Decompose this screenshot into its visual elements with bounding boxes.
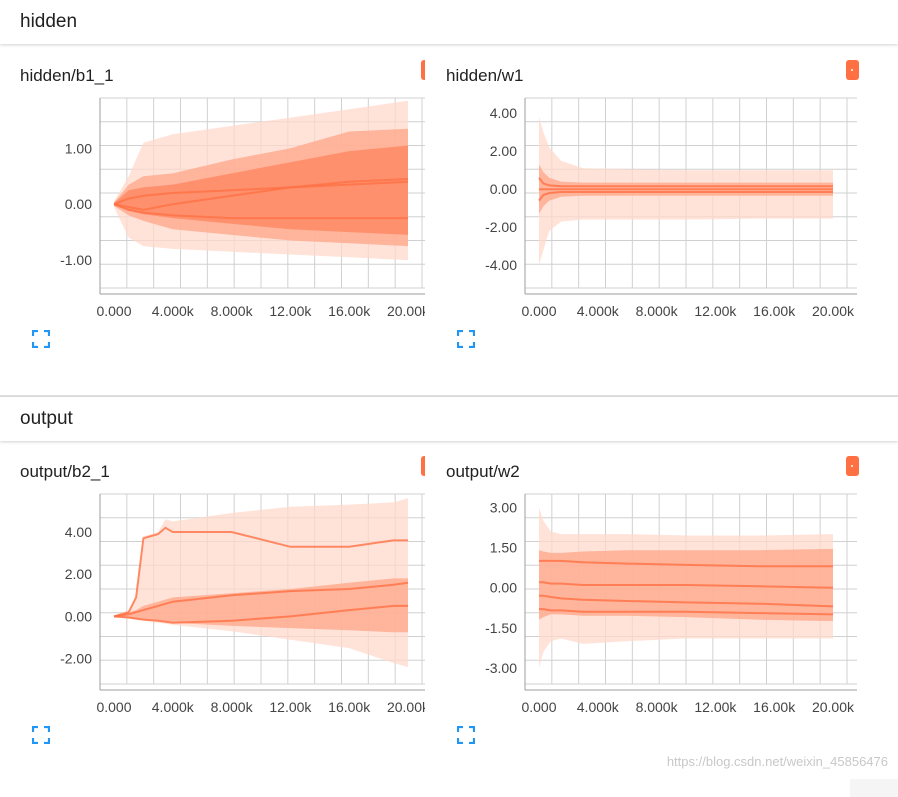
chart-card: output/w2 3.00 1.50 0.00 -1.50 -3.00 0.000 4.0… (425, 452, 859, 797)
x-tick-label: 0.000 (96, 303, 131, 318)
x-tick-label: 16.00k (753, 699, 796, 714)
distribution-band (114, 145, 408, 235)
y-tick-label: 1.00 (65, 140, 92, 156)
chart-plot: 4.00 2.00 0.00 -2.00 0.000 4.000k 8.000k 12.00k… (60, 493, 432, 714)
section-divider (0, 395, 898, 397)
series-line (539, 581, 834, 589)
x-tick-label: 16.00k (328, 699, 371, 714)
x-tick-label: 4.000k (577, 699, 620, 714)
chart-title: hidden/b1_1 (20, 66, 114, 85)
series-line (113, 526, 408, 618)
x-tick-label: 12.00k (269, 303, 312, 318)
y-tick-label: 0.00 (65, 608, 92, 624)
fullscreen-icon[interactable] (457, 726, 475, 744)
section-title: hidden (20, 11, 78, 32)
series-line (113, 203, 408, 220)
x-tick-label: 8.000k (636, 303, 679, 318)
chart-card: hidden/w1 4.00 2.00 0.00 -2.00 -4.00 0.000 4.0… (425, 56, 859, 401)
chart-plot: 3.00 1.50 0.00 -1.50 -3.00 0.000 4.000k 8.000k 1… (485, 493, 857, 714)
card-menu-button[interactable] (846, 60, 859, 80)
x-tick-label: 20.00k (387, 303, 430, 318)
series-line (539, 608, 834, 616)
y-tick-label: 0.00 (65, 196, 92, 212)
x-tick-label: 12.00k (694, 303, 737, 318)
chart-title: hidden/w1 (446, 66, 524, 85)
x-tick-label: 8.000k (211, 699, 254, 714)
y-tick-label: 1.50 (490, 540, 517, 556)
y-tick-label: 2.00 (65, 566, 92, 582)
x-tick-label: 0.000 (96, 699, 131, 714)
section-output: output output/b2_1 4.00 2.00 0.00 -2.00 0.00… (0, 397, 898, 797)
series-line (538, 177, 833, 188)
y-tick-label: -1.00 (60, 252, 92, 268)
series-line (538, 191, 833, 202)
series-line (539, 559, 833, 568)
series-line (113, 178, 409, 211)
y-tick-label: 4.00 (65, 524, 92, 540)
chart-title: output/w2 (446, 462, 520, 481)
x-tick-label: 4.000k (577, 303, 620, 318)
fullscreen-icon[interactable] (32, 330, 50, 348)
fullscreen-icon[interactable] (32, 726, 50, 744)
chart-card: output/b2_1 4.00 2.00 0.00 -2.00 0.000 4.000k… (0, 452, 434, 797)
y-tick-label: -3.00 (485, 660, 517, 676)
y-tick-label: 0.00 (490, 580, 517, 596)
y-tick-label: -4.00 (485, 257, 517, 273)
x-tick-label: 20.00k (812, 303, 855, 318)
series-line (113, 604, 408, 624)
y-tick-label: 0.00 (490, 181, 517, 197)
section-header[interactable]: hidden (0, 0, 898, 44)
x-tick-label: 0.000 (521, 699, 556, 714)
x-tick-label: 16.00k (328, 303, 371, 318)
y-tick-label: -2.00 (60, 651, 92, 667)
x-tick-label: 20.00k (812, 699, 855, 714)
x-tick-label: 4.000k (152, 303, 195, 318)
x-tick-label: 8.000k (211, 303, 254, 318)
x-tick-label: 8.000k (636, 699, 679, 714)
x-tick-label: 20.00k (387, 699, 430, 714)
section-title: output (20, 408, 73, 429)
y-tick-label: 3.00 (490, 499, 517, 515)
series-line (113, 180, 409, 206)
fullscreen-icon[interactable] (457, 330, 475, 348)
distribution-band (114, 578, 408, 633)
chart-plot: 4.00 2.00 0.00 -2.00 -4.00 0.000 4.000k 8.000k 1… (485, 97, 857, 318)
x-tick-label: 12.00k (269, 699, 312, 714)
x-tick-label: 4.000k (152, 699, 195, 714)
series-line (113, 581, 409, 618)
card-menu-button[interactable] (846, 456, 859, 476)
chart-title: output/b2_1 (20, 462, 110, 481)
section-hidden: hidden hidden/b1_1 1.00 0.00 -1.00 0.000 4.0… (0, 0, 898, 401)
series-line (539, 594, 834, 608)
x-tick-label: 12.00k (694, 699, 737, 714)
watermark-text: https://blog.csdn.net/weixin_45856476 (666, 754, 888, 769)
section-header[interactable]: output (0, 397, 898, 441)
y-tick-label: -1.50 (485, 620, 517, 636)
x-tick-label: 16.00k (753, 303, 796, 318)
chart-plot: 1.00 0.00 -1.00 0.000 4.000k 8.000k 12.00k 16.0… (60, 97, 432, 318)
y-tick-label: -2.00 (485, 219, 517, 235)
chart-card: hidden/b1_1 1.00 0.00 -1.00 0.000 4.000k 8.00… (0, 56, 434, 401)
x-tick-label: 0.000 (521, 303, 556, 318)
y-tick-label: 4.00 (490, 105, 517, 121)
y-tick-label: 2.00 (490, 143, 517, 159)
